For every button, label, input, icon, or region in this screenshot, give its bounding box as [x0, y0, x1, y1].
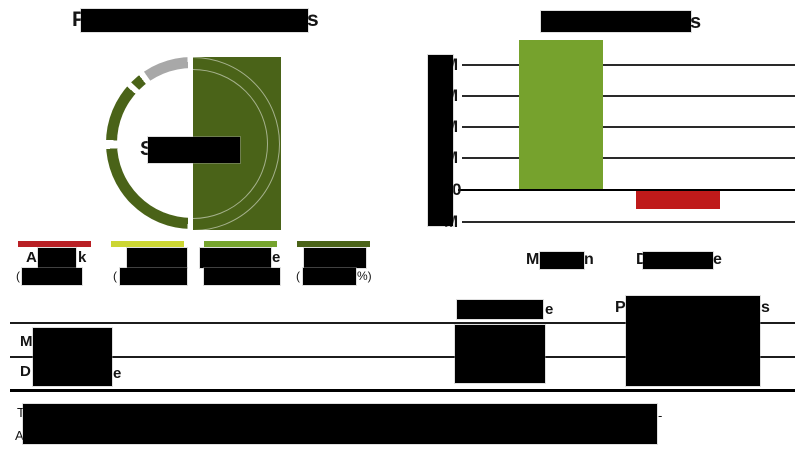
- legend-swatch-light-green: [204, 241, 277, 247]
- x-label-redaction-box: [642, 251, 714, 270]
- legend-range-redaction-box: [302, 267, 357, 286]
- gridline: [462, 157, 795, 159]
- y-axis-labels-redaction-box: [427, 54, 454, 227]
- footnote-redaction-box: [22, 403, 658, 445]
- legend-label-redaction-box: [126, 247, 188, 269]
- legend-range-fragment: (: [16, 269, 20, 283]
- footnote-line1-fragment-start: T: [17, 405, 25, 420]
- table-row-labels-redaction-box: [32, 327, 113, 387]
- gauge-title-redaction-box: [80, 8, 309, 33]
- table-rule-bottom: [10, 389, 795, 392]
- zero-baseline: [458, 189, 795, 191]
- legend-range-fragment: (: [296, 269, 300, 283]
- footnote-line2-fragment-start: A: [15, 428, 24, 443]
- legend-range-redaction-box: [203, 267, 281, 286]
- legend-range-redaction-box: [21, 267, 83, 286]
- gridline: [462, 126, 795, 128]
- table-row1-label-fragment: M: [20, 333, 33, 350]
- bar-chart-title-redaction-box: [540, 10, 692, 33]
- legend-label-fragment: A: [26, 249, 37, 266]
- gridline: [462, 64, 795, 66]
- table-col2-header-redaction-box: [456, 299, 544, 320]
- table-rule-middle: [10, 356, 795, 358]
- x-label-fragment-start: D: [636, 251, 648, 268]
- bar-negative-red: [636, 191, 720, 209]
- legend-range-fragment: %): [357, 269, 372, 283]
- legend-swatch-dark-green: [297, 241, 370, 247]
- legend-range-fragment: (: [113, 269, 117, 283]
- legend-label-fragment: e: [272, 249, 281, 266]
- legend-label-redaction-box: [37, 247, 77, 269]
- table-rule-top: [10, 322, 795, 324]
- legend-label-fragment: k: [78, 249, 87, 266]
- gauge-tick: [101, 140, 124, 146]
- table-col2-cells-redaction-box: [454, 324, 546, 384]
- legend-label-redaction-box: [199, 247, 272, 269]
- bar-chart-title-fragment-end: s: [690, 11, 702, 33]
- table-col3-header-fragment-end: s: [761, 299, 770, 316]
- bar-positive-green: [519, 40, 603, 189]
- legend-swatch-yellow: [111, 241, 184, 247]
- y-tick-glyph: 0: [452, 180, 462, 199]
- table-col2-header-fragment: e: [545, 301, 554, 318]
- legend-label-redaction-box: [303, 247, 367, 269]
- table-row2-label-fragment-end: e: [113, 365, 122, 382]
- x-label-fragment-start: M: [526, 251, 540, 268]
- gauge-title-fragment-end: s: [307, 8, 319, 31]
- x-label-redaction-box: [539, 251, 585, 270]
- table-col3-redaction-box: [625, 295, 761, 387]
- table-col3-header-fragment-start: P: [615, 299, 626, 316]
- legend-swatch-red: [18, 241, 91, 247]
- legend-range-redaction-box: [119, 267, 188, 286]
- gridline: [462, 221, 795, 223]
- gauge-arc-outline-clip: [193, 50, 285, 235]
- gauge-center-redaction-box: [147, 136, 241, 164]
- table-row2-label-fragment-start: D: [20, 363, 31, 380]
- footnote-line1-fragment-end: -: [658, 408, 663, 423]
- x-label-fragment-end: n: [584, 251, 594, 268]
- x-label-fragment-end: e: [713, 251, 722, 268]
- gridline: [462, 95, 795, 97]
